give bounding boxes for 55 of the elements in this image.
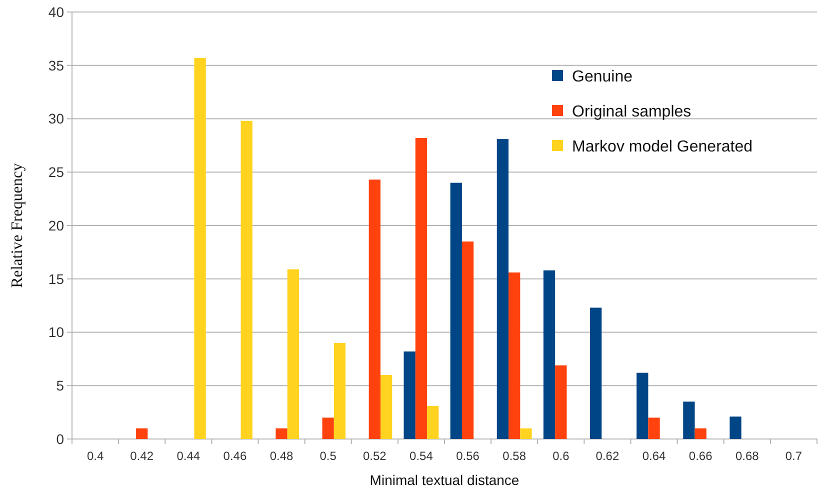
- bar: [508, 272, 520, 439]
- bar: [555, 365, 567, 439]
- bar: [240, 120, 252, 439]
- y-tick-label: 15: [48, 270, 64, 287]
- y-tick-label: 25: [48, 164, 64, 180]
- y-tick-label: 0: [56, 430, 64, 447]
- x-tick-label: 0.6: [552, 449, 570, 463]
- bar: [322, 418, 334, 439]
- bar: [450, 182, 462, 439]
- y-tick-label: 40: [48, 4, 64, 20]
- bar: [462, 242, 474, 439]
- x-tick-label: 0.52: [362, 449, 387, 463]
- bar: [694, 428, 706, 439]
- bar: [590, 308, 602, 439]
- bar: [427, 406, 439, 439]
- x-tick-label: 0.62: [596, 449, 620, 463]
- bar: [520, 428, 532, 439]
- x-tick-label: 0.44: [176, 449, 200, 463]
- x-tick-label: 0.42: [130, 449, 154, 463]
- x-tick-label: 0.56: [456, 449, 480, 463]
- bar: [543, 270, 556, 439]
- x-tick-label: 0.7: [785, 449, 802, 463]
- bar: [368, 180, 380, 439]
- x-axis-title: Minimal textual distance: [370, 472, 520, 488]
- bar: [334, 342, 346, 439]
- bar: [287, 269, 299, 439]
- x-tick-label: 0.54: [410, 449, 434, 463]
- bar: [648, 418, 660, 439]
- y-tick-label: 20: [48, 217, 64, 234]
- x-tick-label: 0.64: [642, 449, 666, 463]
- x-tick-label: 0.48: [270, 449, 294, 463]
- bar: [404, 351, 416, 439]
- x-tick-label: 0.5: [320, 449, 337, 463]
- bar: [194, 58, 206, 439]
- legend-label: Markov model Generated: [572, 138, 753, 156]
- y-tick-label: 10: [48, 324, 64, 340]
- x-tick-label: 0.66: [688, 449, 713, 463]
- legend-label: Original samples: [572, 104, 692, 121]
- bar: [380, 374, 392, 439]
- bar: [496, 139, 509, 439]
- bar: [636, 372, 648, 439]
- legend-label: Genuine: [572, 68, 633, 86]
- x-tick-label: 0.58: [502, 449, 526, 463]
- y-tick-label: 5: [56, 378, 64, 394]
- x-tick-label: 0.4: [86, 449, 104, 463]
- x-tick-label: 0.68: [735, 449, 760, 463]
- x-tick-label: 0.46: [223, 449, 247, 463]
- bar: [136, 428, 148, 439]
- y-axis-title: Relative Frequency: [9, 163, 26, 288]
- bar: [730, 416, 742, 439]
- bar: [683, 402, 695, 439]
- bar: [415, 138, 428, 439]
- bar: [276, 428, 288, 439]
- y-tick-label: 35: [48, 57, 64, 74]
- y-tick-label: 30: [48, 110, 64, 127]
